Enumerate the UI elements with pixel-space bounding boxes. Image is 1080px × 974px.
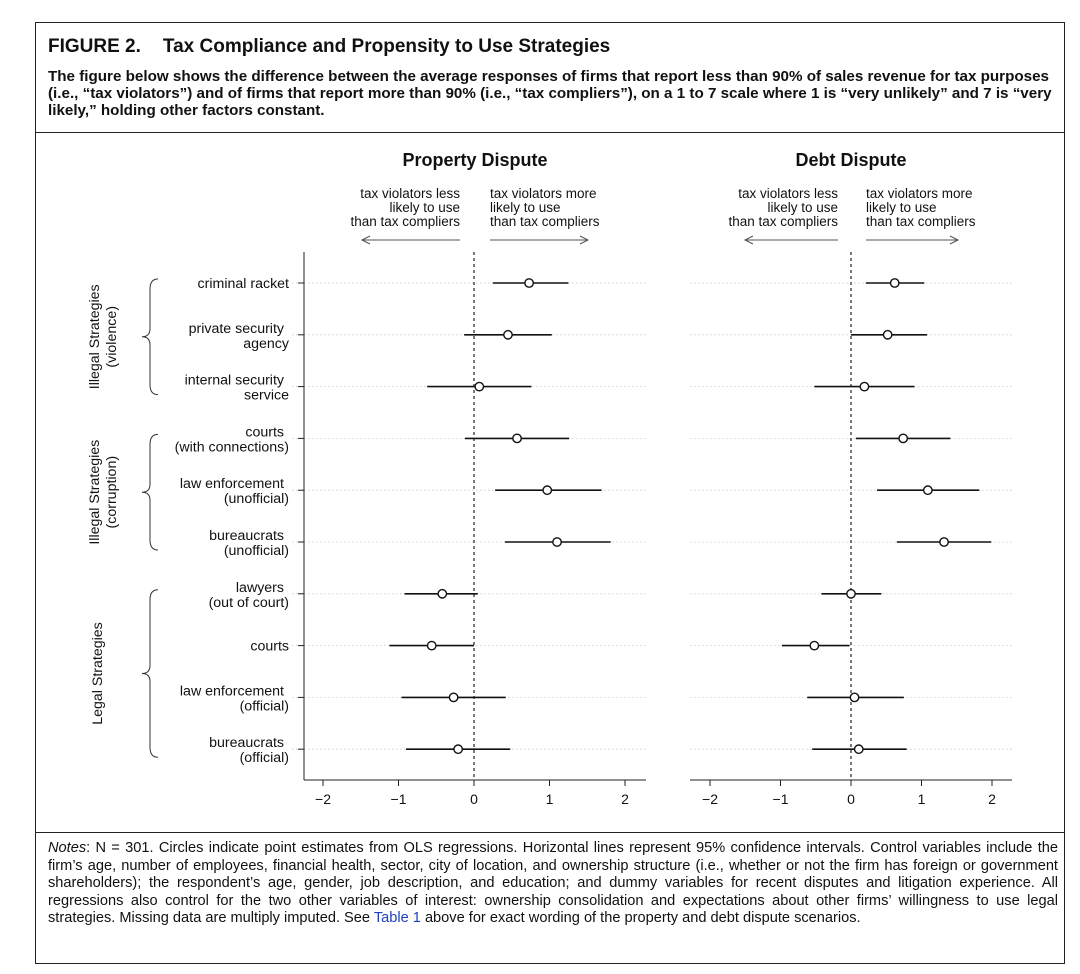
property-point-estimate	[426, 640, 437, 651]
property-point-estimate	[453, 744, 464, 755]
property-left-arrow-label: than tax compliers	[350, 214, 460, 229]
debt-left-arrowhead	[743, 235, 754, 245]
debt-right-arrowhead	[949, 235, 960, 245]
debt-right-arrow-label: tax violators more	[866, 186, 973, 201]
category-label: (unofficial)	[224, 543, 289, 559]
group-brace	[141, 278, 159, 396]
notes-text: : N = 301. Circles indicate point estima…	[48, 840, 1058, 927]
notes-divider	[36, 832, 1064, 833]
caption-divider	[36, 132, 1064, 133]
debt-x-tick-label: 2	[988, 791, 996, 807]
category-label: (official)	[240, 750, 289, 766]
figure-title: FIGURE 2. Tax Compliance and Propensity t…	[48, 36, 610, 58]
debt-left-arrow-label: tax violators less	[738, 186, 838, 201]
group-label: (corruption)	[104, 456, 120, 529]
debt-point-estimate	[939, 537, 949, 547]
property-point-estimate	[448, 692, 459, 703]
debt-point-estimate	[859, 381, 870, 392]
property-right-arrow-label: tax violators more	[490, 186, 597, 201]
category-label: law enforcement	[180, 476, 284, 492]
debt-point-estimate	[846, 588, 856, 599]
figure-notes: Notes: N = 301. Circles indicate point e…	[48, 840, 1058, 928]
figure-title-text: Tax Compliance and Propensity to Use Str…	[162, 36, 611, 57]
debt-right-arrow-label: likely to use	[866, 200, 937, 215]
debt-point-estimate	[849, 692, 860, 703]
debt-x-tick-label: 1	[918, 791, 926, 807]
group-label: Legal Strategies	[90, 622, 106, 725]
group-label: Illegal Strategies	[87, 284, 103, 389]
debt-x-tick-label: 0	[847, 791, 855, 807]
property-point-estimate	[524, 278, 535, 288]
category-label: (out of court)	[209, 595, 289, 611]
group-label: (violence)	[104, 306, 120, 368]
debt-x-tick-label: −2	[702, 791, 718, 807]
property-point-estimate	[542, 485, 553, 496]
property-x-tick-label: 1	[546, 791, 554, 807]
property-point-estimate	[474, 381, 485, 392]
property-point-estimate	[552, 537, 562, 547]
category-label: (with connections)	[175, 439, 289, 455]
property-point-estimate	[437, 588, 448, 599]
category-label: courts	[250, 639, 289, 655]
category-label: lawyers	[236, 580, 284, 596]
category-label: law enforcement	[180, 683, 284, 699]
property-left-arrowhead	[360, 235, 371, 245]
table-1-link[interactable]: Table 1	[373, 910, 421, 927]
property-right-arrow-label: likely to use	[490, 200, 561, 215]
debt-left-arrow-label: likely to use	[767, 200, 838, 215]
property-x-tick-label: 0	[470, 791, 478, 807]
property-x-tick-label: 2	[621, 791, 629, 807]
category-label: (official)	[240, 698, 289, 714]
debt-point-estimate	[809, 640, 820, 651]
debt-point-estimate	[898, 433, 909, 444]
property-point-estimate	[503, 329, 513, 340]
property-left-arrow-label: likely to use	[389, 200, 460, 215]
category-label: internal security	[185, 373, 285, 389]
category-label: courts	[245, 424, 284, 440]
notes-label: Notes	[48, 840, 87, 856]
debt-panel-title: Debt Dispute	[795, 150, 906, 170]
property-right-arrowhead	[579, 235, 590, 245]
property-panel-title: Property Dispute	[402, 150, 547, 170]
figure-label: FIGURE 2.	[48, 36, 141, 57]
category-label: bureaucrats	[209, 528, 284, 544]
category-label: service	[244, 388, 289, 404]
figure-frame	[35, 22, 1065, 964]
debt-right-arrow-label: than tax compliers	[866, 214, 976, 229]
figure-caption: The figure below shows the difference be…	[48, 68, 1052, 119]
debt-point-estimate	[889, 278, 900, 288]
group-label: Illegal Strategies	[87, 440, 103, 545]
debt-point-estimate	[853, 744, 864, 755]
property-left-arrow-label: tax violators less	[360, 186, 460, 201]
debt-left-arrow-label: than tax compliers	[728, 214, 838, 229]
debt-x-tick-label: −1	[773, 791, 789, 807]
category-label: bureaucrats	[209, 735, 284, 751]
debt-point-estimate	[882, 329, 893, 340]
property-point-estimate	[512, 433, 522, 444]
category-label: agency	[243, 336, 290, 352]
property-x-tick-label: −2	[315, 791, 331, 807]
property-x-tick-label: −1	[391, 791, 407, 807]
property-right-arrow-label: than tax compliers	[490, 214, 600, 229]
category-label: (unofficial)	[224, 491, 289, 507]
category-label: private security	[189, 321, 285, 337]
debt-point-estimate	[922, 485, 933, 496]
group-brace	[141, 433, 159, 551]
notes-tail: above for exact wording of the property …	[420, 910, 861, 927]
group-brace	[141, 589, 159, 758]
category-label: criminal racket	[198, 276, 290, 292]
